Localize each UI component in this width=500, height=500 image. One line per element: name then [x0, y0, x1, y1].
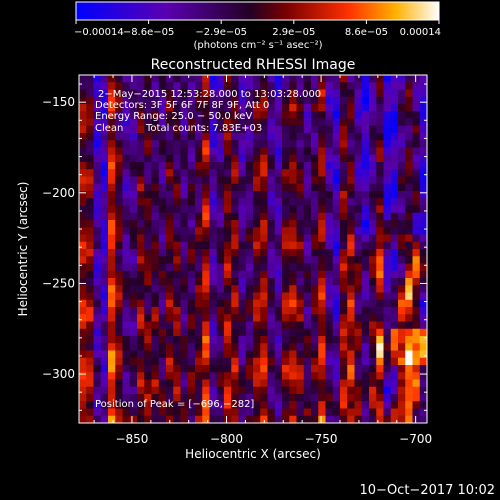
x-tick-label: −850 — [115, 432, 148, 446]
annotation-energy-range: Energy Range: 25.0 − 50.0 keV — [95, 111, 252, 122]
y-tick-label: −300 — [42, 367, 75, 381]
x-tick-label: −800 — [210, 432, 243, 446]
colorbar-tick-label: −2.9e−05 — [195, 27, 247, 38]
colorbar-tick-label: 8.6e−05 — [345, 27, 388, 38]
heatmap-image — [79, 75, 427, 423]
y-tick-label: −250 — [42, 276, 75, 290]
colorbar-tick-label: −0.00014 — [74, 27, 124, 38]
colorbar-ticks: −0.00014 −8.6e−05 −2.9e−05 2.9e−05 8.6e−05 0.… — [74, 20, 441, 38]
plot-frame — [78, 74, 428, 424]
colorbar-unit-label: (photons cm⁻² s⁻¹ asec⁻²) — [193, 40, 322, 51]
y-axis-label: Heliocentric Y (arcsec) — [16, 182, 30, 317]
colorbar — [75, 1, 440, 21]
annotation-total-counts: Total counts: 7.83E+03 — [145, 123, 262, 134]
colorbar-tick-label: −8.6e−05 — [123, 27, 175, 38]
x-tick-label: −750 — [305, 432, 338, 446]
x-tick-label: −700 — [399, 432, 432, 446]
y-tick-label: −200 — [42, 186, 75, 200]
timestamp: 10−Oct−2017 10:02 — [360, 483, 495, 498]
x-axis-label: Heliocentric X (arcsec) — [185, 447, 321, 461]
y-tick-label: −150 — [42, 95, 75, 109]
colorbar-tick-label: 2.9e−05 — [272, 27, 315, 38]
annotation-time-range: 2−May−2015 12:53:28.000 to 13:03:28.000 — [98, 89, 321, 100]
annotation-detectors: Detectors: 3F 5F 6F 7F 8F 9F, Att 0 — [95, 100, 269, 111]
axis-ticks: −850 −800 −750 −700 −150 −200 −250 −300 — [42, 75, 432, 446]
annotation-clean: Clean — [95, 123, 123, 134]
chart-title: Reconstructed RHESSI Image — [151, 57, 356, 73]
annotation-peak-position: Position of Peak = [−696,−282] — [95, 399, 254, 410]
colorbar-tick-label: 0.00014 — [400, 27, 441, 38]
